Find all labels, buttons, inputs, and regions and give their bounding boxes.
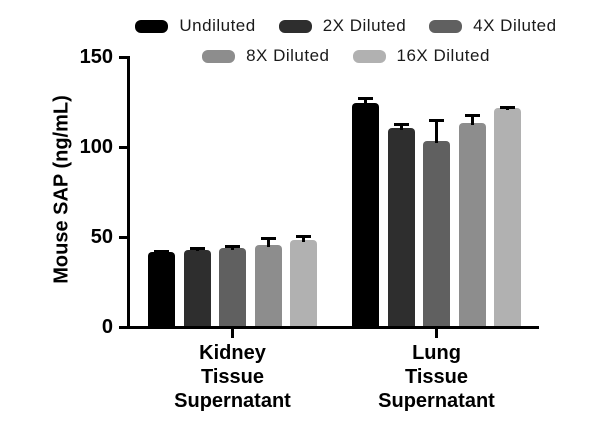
x-category-label-line: Tissue (405, 366, 468, 388)
x-category-label-line: Supernatant (378, 390, 495, 412)
x-tick-mark (231, 329, 234, 338)
error-bar-stem (302, 235, 305, 242)
legend-label: 2X Diluted (322, 16, 407, 35)
error-bar-stem (399, 122, 403, 130)
legend-label: Undiluted (179, 16, 256, 35)
y-tick-mark (119, 56, 127, 59)
bar-kidney-8x-diluted (254, 245, 282, 326)
legend-swatch-icon (352, 49, 386, 63)
bar-kidney-undiluted (148, 252, 175, 326)
bar-kidney-2x-diluted (183, 249, 211, 326)
error-bar-cap (189, 246, 205, 250)
y-tick-label: 0 (101, 315, 113, 338)
error-bar-cap (296, 235, 311, 239)
x-axis-line (127, 326, 539, 329)
legend-label: 16X Diluted (396, 46, 490, 65)
legend-swatch-icon (135, 19, 169, 33)
legend-swatch-icon (202, 49, 236, 63)
x-category-label: Lung Tissue Supernatant (347, 341, 527, 413)
bar-lung-undiluted (352, 102, 379, 326)
bar-lung-4x-diluted (423, 140, 450, 326)
error-bar-cap (393, 122, 409, 126)
x-category-label-line: Supernatant (174, 390, 291, 412)
y-tick-label: 150 (79, 45, 113, 68)
legend-swatch-icon (429, 19, 463, 33)
legend-row: 8X Diluted 16X Diluted (100, 46, 592, 66)
error-bar-cap (154, 250, 169, 254)
error-bar-cap (464, 113, 480, 117)
legend-row: Undiluted 2X Diluted 4X Diluted (100, 16, 592, 36)
legend-swatch-icon (278, 19, 312, 33)
bar-lung-16x-diluted (494, 108, 521, 326)
bar-kidney-4x-diluted (219, 247, 246, 326)
legend-item-undiluted: Undiluted (135, 16, 255, 36)
legend-item-2x-diluted: 2X Diluted (278, 16, 407, 36)
bar-lung-8x-diluted (458, 122, 486, 326)
error-bar-stem (435, 119, 438, 143)
bar-kidney-16x-diluted (290, 239, 317, 326)
error-bar-cap (225, 245, 240, 248)
legend-item-8x-diluted: 8X Diluted (202, 46, 329, 66)
legend-item-16x-diluted: 16X Diluted (352, 46, 490, 66)
legend-label: 4X Diluted (473, 16, 557, 35)
y-tick-mark (119, 326, 127, 329)
x-category-label-line: Kidney (199, 342, 266, 364)
legend-item-4x-diluted: 4X Diluted (429, 16, 556, 36)
y-tick-mark (119, 146, 127, 149)
x-category-label-line: Tissue (201, 366, 264, 388)
bar-lung-2x-diluted (387, 128, 415, 326)
error-bar-cap (358, 97, 373, 101)
error-bar-cap (260, 236, 276, 240)
y-axis-line (127, 56, 130, 329)
y-tick-label: 50 (90, 225, 113, 248)
x-category-label: Kidney Tissue Supernatant (143, 341, 323, 413)
y-axis-title: Mouse SAP (ng/mL) (50, 95, 73, 284)
y-tick-mark (119, 236, 127, 239)
chart-legend: Undiluted 2X Diluted 4X Diluted 8X Diluted 1… (100, 16, 592, 76)
error-bar-cap (500, 106, 515, 110)
y-tick-label: 100 (79, 135, 113, 158)
error-bar-stem (266, 236, 270, 247)
legend-label: 8X Diluted (246, 46, 330, 65)
x-category-label-line: Lung (412, 342, 461, 364)
error-bar-cap (429, 119, 444, 122)
error-bar-stem (364, 97, 367, 105)
x-tick-mark (435, 329, 438, 338)
error-bar-stem (470, 113, 474, 125)
